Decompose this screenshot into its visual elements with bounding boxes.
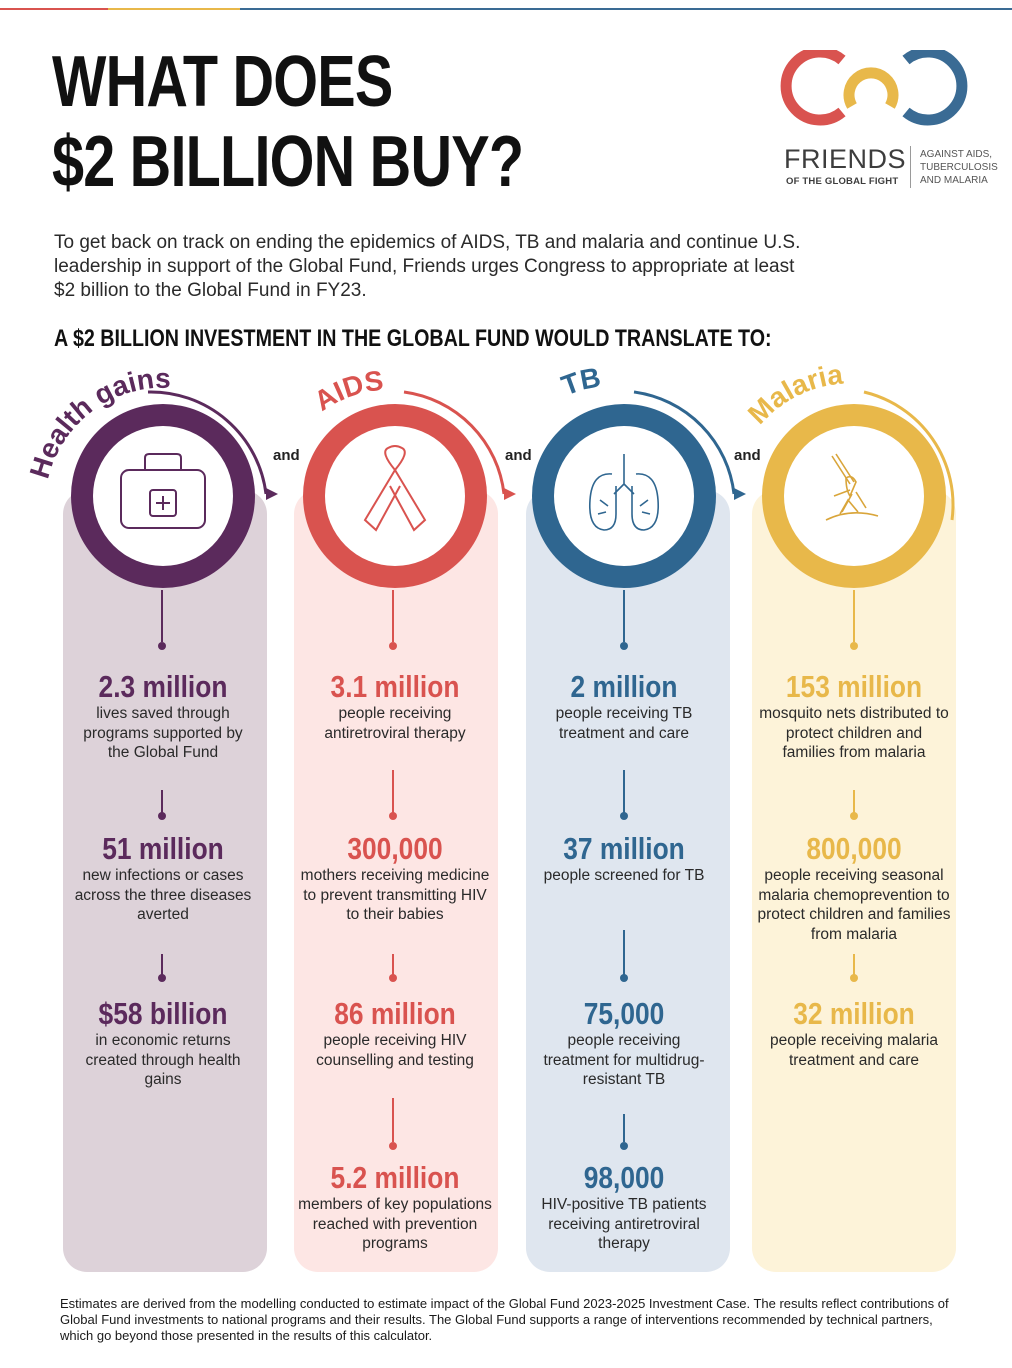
- accent-bar-red: [0, 8, 108, 10]
- tb-connector-line: [623, 770, 625, 816]
- aids-connector-dot: [389, 974, 397, 982]
- aids-stat-4: 5.2 million members of key populations r…: [298, 1160, 492, 1253]
- aids-stat-2: 300,000 mothers receiving medicine to pr…: [300, 831, 490, 924]
- health-connector-line: [161, 790, 163, 814]
- tb-connector-dot: [620, 812, 628, 820]
- malaria-connector-line: [853, 790, 855, 814]
- tb-stat-1: 2 million people receiving TB treatment …: [555, 669, 693, 742]
- malaria-stat-2: 800,000 people receiving seasonal malari…: [757, 831, 951, 943]
- health-column-bg: [63, 490, 267, 1272]
- aids-column-bg: [294, 490, 498, 1272]
- malaria-header: Malaria: [742, 359, 955, 588]
- health-connector-line: [161, 590, 163, 642]
- malaria-stat-3: 32 million people receiving malaria trea…: [769, 996, 938, 1069]
- connector-and-1: and: [273, 447, 300, 464]
- svg-text:TB: TB: [557, 361, 603, 401]
- accent-bar-blue: [240, 8, 1012, 10]
- column-header-graphics: Health gains AIDS TB: [24, 359, 955, 588]
- connector-and-3: and: [734, 447, 761, 464]
- tb-header: TB: [532, 361, 746, 588]
- tb-connector-dot: [620, 974, 628, 982]
- footnote: Estimates are derived from the modelling…: [60, 1296, 949, 1343]
- health-header: Health gains: [24, 363, 278, 588]
- aids-header: AIDS: [303, 365, 516, 588]
- intro-paragraph: To get back on track on ending the epide…: [54, 232, 801, 301]
- aids-connector-dot: [389, 1142, 397, 1150]
- connector-and-2: and: [505, 447, 532, 464]
- section-heading: A $2 BILLION INVESTMENT IN THE GLOBAL FU…: [54, 325, 772, 352]
- aids-stat-1: 3.1 million people receiving antiretrovi…: [324, 669, 466, 742]
- health-connector-line: [161, 954, 163, 976]
- malaria-connector-line: [853, 590, 855, 642]
- tb-connector-dot: [620, 642, 628, 650]
- mosquito-icon: [825, 453, 879, 521]
- health-connector-dot: [158, 812, 166, 820]
- logo-subtitle: OF THE GLOBAL FIGHT: [786, 176, 899, 187]
- aids-connector-line: [392, 1098, 394, 1142]
- malaria-connector-dot: [850, 974, 858, 982]
- tb-connector-line: [623, 930, 625, 976]
- tb-label: TB: [557, 361, 603, 401]
- tb-column-bg: [526, 490, 730, 1272]
- tb-connector-line: [623, 1114, 625, 1142]
- health-stat-3: $58 billion in economic returns created …: [85, 996, 241, 1089]
- malaria-connector-line: [853, 954, 855, 976]
- medical-kit-icon: [120, 453, 206, 529]
- health-stat-2: 51 million new infections or cases acros…: [74, 831, 252, 924]
- friends-logo-icon: [780, 50, 968, 126]
- health-connector-dot: [158, 642, 166, 650]
- health-stat-1: 2.3 million lives saved through programs…: [83, 669, 243, 762]
- aids-connector-dot: [389, 642, 397, 650]
- logo-divider: [910, 146, 911, 188]
- aids-connector-line: [392, 770, 394, 816]
- logo-wordmark: FRIENDS: [784, 144, 907, 174]
- malaria-connector-dot: [850, 642, 858, 650]
- aids-stat-3: 86 million people receiving HIV counsell…: [316, 996, 474, 1069]
- aids-connector-line: [392, 590, 394, 642]
- malaria-stat-1: 153 million mosquito nets distributed to…: [759, 669, 949, 762]
- tb-connector-line: [623, 590, 625, 642]
- accent-bar-yellow: [108, 8, 240, 10]
- tb-stat-4: 98,000 HIV-positive TB patients receivin…: [541, 1160, 707, 1253]
- tb-stat-2: 37 million people screened for TB: [543, 831, 705, 885]
- tb-stat-3: 75,000 people receiving treatment for mu…: [543, 996, 705, 1089]
- ribbon-icon: [363, 445, 427, 532]
- tb-connector-dot: [620, 1142, 628, 1150]
- aids-connector-line: [392, 954, 394, 976]
- logo-tagline: AGAINST AIDS, TUBERCULOSIS AND MALARIA: [920, 149, 998, 186]
- page-title: WHAT DOES $2 BILLION BUY?: [52, 42, 524, 202]
- aids-connector-dot: [389, 812, 397, 820]
- malaria-connector-dot: [850, 812, 858, 820]
- lungs-icon: [588, 454, 660, 531]
- health-connector-dot: [158, 974, 166, 982]
